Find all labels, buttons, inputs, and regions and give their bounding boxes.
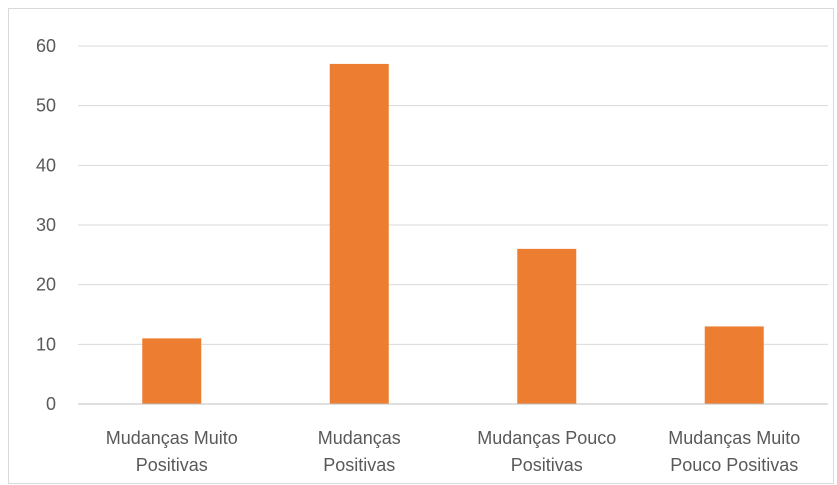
x-category-label-line: Pouco Positivas [670,455,798,475]
y-tick-label: 30 [36,215,56,235]
x-category-label-line: Positivas [323,455,395,475]
bars [142,63,764,405]
x-category-label: Mudanças Positivas [318,428,401,475]
y-tick-label: 40 [36,155,56,175]
y-tick-label: 0 [46,394,56,414]
y-tick-label: 50 [36,96,56,116]
x-category-label-line: Positivas [136,455,208,475]
y-tick-label: 20 [36,275,56,295]
y-axis-tick-labels: 0 10 20 30 40 50 60 [36,36,56,414]
x-category-label-line: Mudanças [318,428,401,448]
bar [142,338,202,404]
gridlines [78,45,828,345]
x-category-label: Mudanças Pouco Positivas [477,428,616,475]
y-tick-label: 10 [36,334,56,354]
bar [704,326,764,404]
x-axis-category-labels: Mudanças Muito Positivas Mudanças Positivas… [106,428,801,475]
x-category-label: Mudanças Muito Pouco Positivas [668,428,800,475]
x-category-label: Mudanças Muito Positivas [106,428,238,475]
x-category-label-line: Mudanças Muito [106,428,238,448]
bar [517,248,577,404]
x-category-label-line: Mudanças Pouco [477,428,616,448]
x-category-label-line: Mudanças Muito [668,428,800,448]
x-category-label-line: Positivas [511,455,583,475]
y-tick-label: 60 [36,36,56,56]
bar [329,63,389,405]
chart-frame [8,8,834,484]
